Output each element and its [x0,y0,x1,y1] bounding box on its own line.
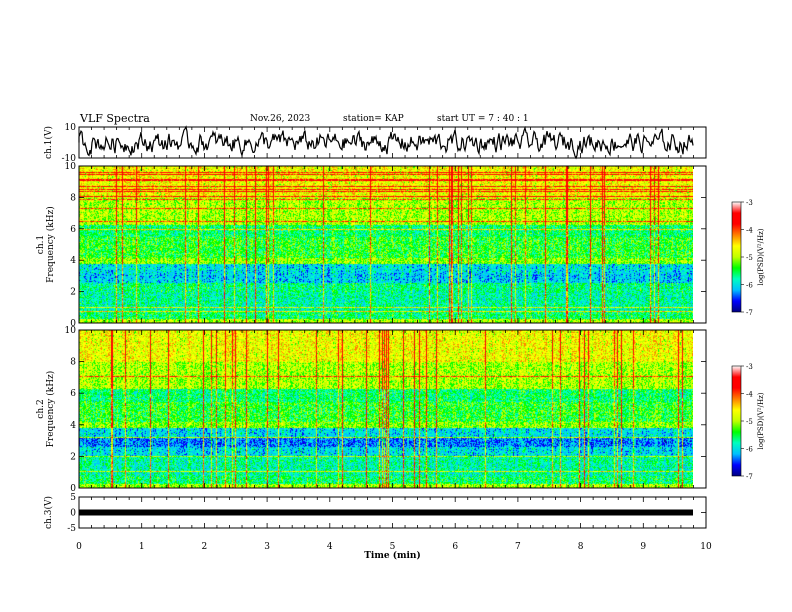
sp2-colorbar-tick-label: -6 [746,446,753,454]
sp2-colorbar-label: log(PSD)(V²/Hz) [757,392,765,449]
sp1-colorbar-tick-label: -7 [746,309,753,317]
sp1-colorbar-tick-label: -4 [746,227,753,235]
sp1-ytick-label: 10 [65,162,77,172]
sp2-ytick-label: 2 [70,452,76,462]
ch1w-ytick-label: 10 [65,123,77,133]
sp2-heatmap-image [79,330,693,488]
ch1w-ytick-label: -10 [62,154,77,164]
station-label: station= KAP [343,114,404,124]
ch1-waveform-line [78,125,694,160]
sp2-colorbar-tick-label: -7 [746,473,753,481]
date-label: Nov.26, 2023 [250,114,311,124]
x-tick-label: 0 [76,542,82,552]
ch1-spectrogram-ylabel: Frequency (kHz) [45,206,56,283]
sp1-ytick-label: 4 [70,256,76,266]
ch3-waveform-line [79,509,693,516]
sp1-ytick-label: 0 [70,319,76,329]
sp2-ytick-label: 0 [70,484,76,494]
sp1-colorbar [731,201,742,313]
sp1-ytick-label: 8 [70,193,76,203]
sp2-colorbar-tick-label: -3 [746,363,753,371]
ch1-spectrogram-ylabel: ch.1 [36,235,46,254]
sp1-colorbar-tick-label: -6 [746,282,753,290]
figure-title: VLF Spectra [80,112,150,125]
ch3w-ytick-label: 5 [70,493,76,503]
x-tick-label: 9 [640,542,646,552]
x-tick-label: 6 [452,542,458,552]
ch3w-ytick-label: -5 [67,524,76,534]
ch2-spectrogram-ylabel: Frequency (kHz) [45,371,56,448]
sp2-colorbar [731,365,742,477]
sp2-colorbar-tick-label: -4 [746,391,753,399]
sp1-ytick-label: 2 [70,288,76,298]
sp1-colorbar-tick-label: -3 [746,199,753,207]
ch3w-ytick-label: 0 [70,509,76,519]
sp2-ytick-label: 4 [70,421,76,431]
sp2-ytick-label: 10 [65,326,77,336]
sp1-colorbar-label: log(PSD)(V²/Hz) [757,228,765,285]
ch1-waveform-ylabel: ch.1(V) [43,126,54,159]
sp1-ytick-label: 6 [70,225,76,235]
x-tick-label: 2 [202,542,208,552]
ch3-waveform-ylabel: ch.3(V) [43,496,54,529]
sp1-colorbar-tick-label: -5 [746,254,753,262]
sp2-ytick-label: 8 [70,358,76,368]
x-tick-label: 5 [390,542,396,552]
x-tick-label: 3 [264,542,270,552]
sp2-colorbar-tick-label: -5 [746,418,753,426]
x-axis-title: Time (min) [364,550,421,561]
x-tick-label: 4 [327,542,333,552]
x-tick-label: 8 [578,542,584,552]
x-tick-label: 7 [515,542,521,552]
sp2-ytick-label: 6 [70,389,76,399]
ch2-spectrogram-ylabel: ch.2 [36,399,46,418]
sp1-heatmap-image [79,166,693,323]
x-tick-label: 10 [700,542,712,552]
x-tick-label: 1 [139,542,145,552]
start-time-label: start UT = 7 : 40 : 1 [437,114,529,124]
